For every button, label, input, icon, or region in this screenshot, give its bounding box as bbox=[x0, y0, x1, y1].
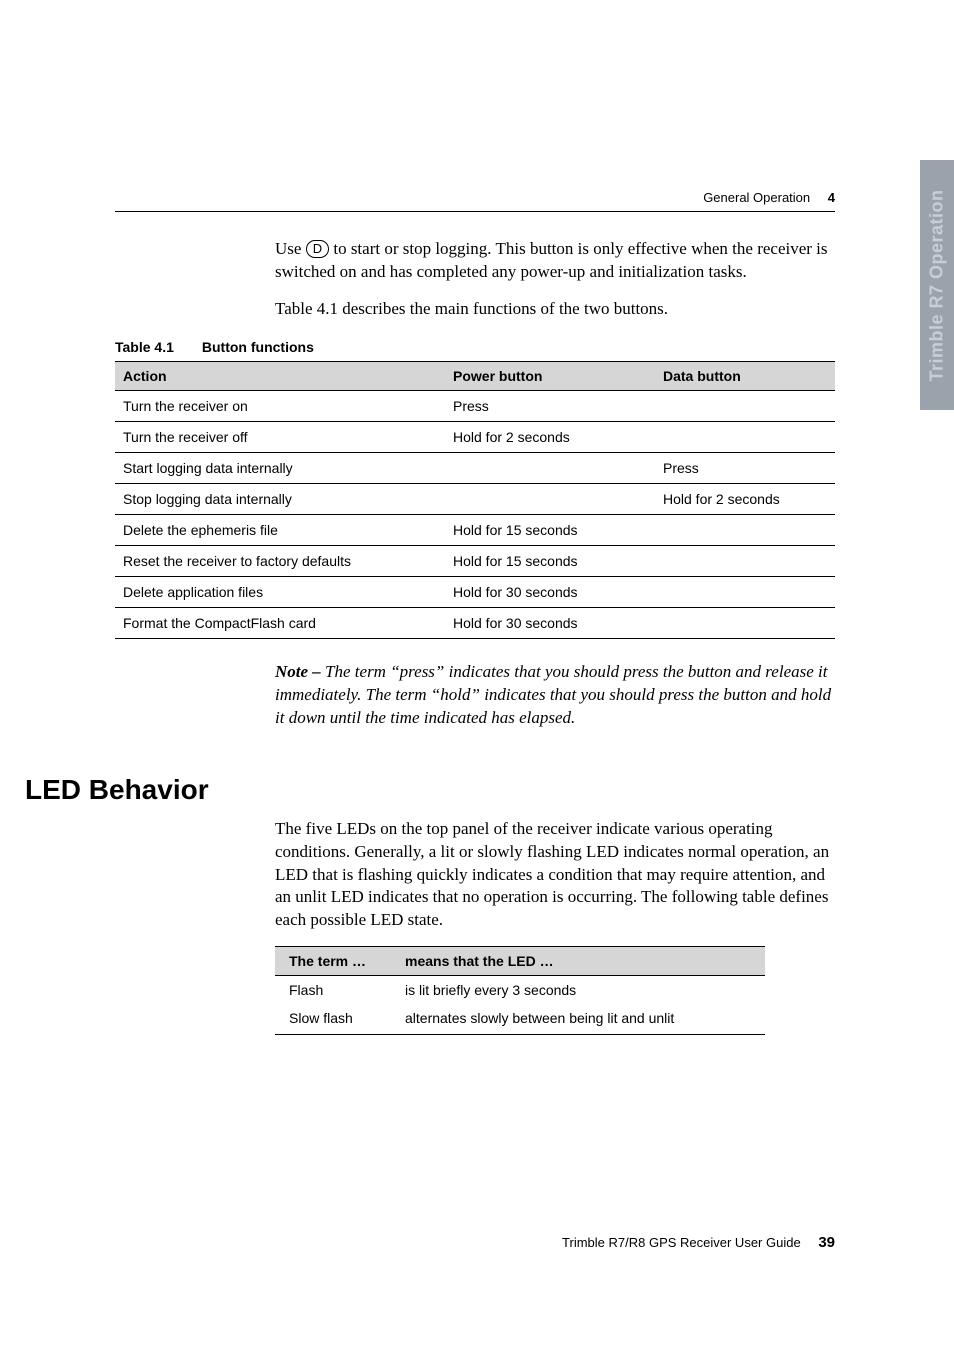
cell: is lit briefly every 3 seconds bbox=[395, 976, 765, 1005]
cell bbox=[655, 390, 835, 421]
section-heading: LED Behavior bbox=[25, 774, 835, 806]
running-head-title: General Operation bbox=[703, 190, 810, 205]
terms-table: The term … means that the LED … Flashis … bbox=[275, 946, 765, 1035]
cell: Hold for 30 seconds bbox=[445, 607, 655, 638]
header-rule bbox=[115, 211, 835, 212]
intro-para-1: Use D to start or stop logging. This but… bbox=[275, 238, 835, 284]
note-label: Note – bbox=[275, 662, 325, 681]
running-head: General Operation 4 bbox=[115, 190, 835, 205]
table-caption-title: Button functions bbox=[202, 339, 314, 355]
intro-block: Use D to start or stop logging. This but… bbox=[275, 238, 835, 321]
cell: Hold for 15 seconds bbox=[445, 514, 655, 545]
footer-text: Trimble R7/R8 GPS Receiver User Guide bbox=[562, 1235, 801, 1250]
table-row: Reset the receiver to factory defaultsHo… bbox=[115, 545, 835, 576]
side-tab: Trimble R7 Operation bbox=[920, 160, 954, 410]
table-row: Slow flashalternates slowly between bein… bbox=[275, 1004, 765, 1035]
d-key-icon: D bbox=[306, 240, 329, 258]
cell bbox=[655, 514, 835, 545]
page-number: 39 bbox=[818, 1234, 835, 1251]
table-row: Flashis lit briefly every 3 seconds bbox=[275, 976, 765, 1005]
cell: Stop logging data internally bbox=[115, 483, 445, 514]
cell: Hold for 2 seconds bbox=[445, 421, 655, 452]
cell: Press bbox=[445, 390, 655, 421]
running-head-chapter: 4 bbox=[828, 190, 835, 205]
intro-para-2: Table 4.1 describes the main functions o… bbox=[275, 298, 835, 321]
cell bbox=[655, 545, 835, 576]
page-content: General Operation 4 Use D to start or st… bbox=[115, 190, 835, 1035]
note-block: Note – The term “press” indicates that y… bbox=[275, 661, 835, 730]
table-row: Stop logging data internally Hold for 2 s… bbox=[115, 483, 835, 514]
note-text: The term “press” indicates that you shou… bbox=[275, 662, 831, 727]
cell: Hold for 2 seconds bbox=[655, 483, 835, 514]
table-header-row: Action Power button Data button bbox=[115, 361, 835, 390]
led-para: The five LEDs on the top panel of the re… bbox=[275, 818, 835, 933]
led-block: The five LEDs on the top panel of the re… bbox=[275, 818, 835, 1036]
cell: Delete the ephemeris file bbox=[115, 514, 445, 545]
table-row: Turn the receiver offHold for 2 seconds bbox=[115, 421, 835, 452]
cell: Turn the receiver on bbox=[115, 390, 445, 421]
col-term: The term … bbox=[275, 947, 395, 976]
cell bbox=[655, 576, 835, 607]
col-meaning: means that the LED … bbox=[395, 947, 765, 976]
cell: Delete application files bbox=[115, 576, 445, 607]
col-action: Action bbox=[115, 361, 445, 390]
cell: Flash bbox=[275, 976, 395, 1005]
table-caption: Table 4.1 Button functions bbox=[115, 339, 835, 355]
cell: Start logging data internally bbox=[115, 452, 445, 483]
cell: Hold for 30 seconds bbox=[445, 576, 655, 607]
cell: Slow flash bbox=[275, 1004, 395, 1035]
side-tab-label: Trimble R7 Operation bbox=[927, 189, 948, 381]
table-row: Delete application filesHold for 30 seco… bbox=[115, 576, 835, 607]
footer: Trimble R7/R8 GPS Receiver User Guide 39 bbox=[115, 1234, 835, 1251]
cell: Reset the receiver to factory defaults bbox=[115, 545, 445, 576]
cell: alternates slowly between being lit and … bbox=[395, 1004, 765, 1035]
cell: Turn the receiver off bbox=[115, 421, 445, 452]
cell bbox=[655, 421, 835, 452]
cell bbox=[655, 607, 835, 638]
col-data: Data button bbox=[655, 361, 835, 390]
table-header-row: The term … means that the LED … bbox=[275, 947, 765, 976]
cell: Press bbox=[655, 452, 835, 483]
intro-p1-post: to start or stop logging. This button is… bbox=[275, 239, 828, 281]
table-row: Format the CompactFlash cardHold for 30 … bbox=[115, 607, 835, 638]
table-row: Turn the receiver onPress bbox=[115, 390, 835, 421]
table-row: Delete the ephemeris fileHold for 15 sec… bbox=[115, 514, 835, 545]
table-row: Start logging data internally Press bbox=[115, 452, 835, 483]
button-functions-table: Action Power button Data button Turn the… bbox=[115, 361, 835, 639]
intro-p1-pre: Use bbox=[275, 239, 306, 258]
cell: Format the CompactFlash card bbox=[115, 607, 445, 638]
col-power: Power button bbox=[445, 361, 655, 390]
table-caption-label: Table 4.1 bbox=[115, 339, 174, 355]
cell: Hold for 15 seconds bbox=[445, 545, 655, 576]
note: Note – The term “press” indicates that y… bbox=[275, 661, 835, 730]
cell bbox=[445, 483, 655, 514]
cell bbox=[445, 452, 655, 483]
